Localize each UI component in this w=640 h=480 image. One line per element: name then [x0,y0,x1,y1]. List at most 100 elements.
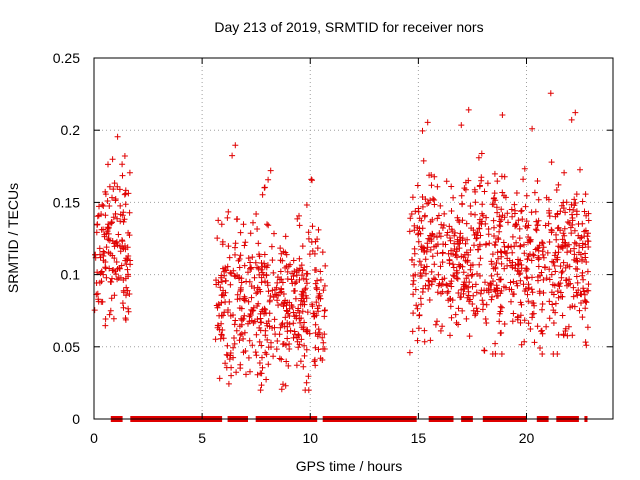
data-point [555,249,562,256]
data-point [314,245,321,252]
data-point [498,329,505,336]
data-point [529,299,536,306]
data-point [241,297,248,304]
data-point [539,306,545,313]
data-point [311,356,318,363]
data-point [552,300,559,307]
data-point [483,301,490,308]
data-point [277,324,284,331]
data-point [573,191,580,198]
data-point [410,291,417,298]
data-point [446,223,453,230]
data-point [579,272,586,279]
data-point [532,208,539,215]
data-point [444,232,450,239]
data-point [510,278,517,285]
data-point [478,174,485,181]
data-point [100,203,107,209]
data-point [278,250,285,257]
data-point [422,282,429,289]
data-point [554,211,561,218]
data-point [517,319,524,326]
data-point [263,264,270,271]
data-point [525,320,532,327]
data-point [450,272,457,279]
data-point [321,346,328,352]
data-point [488,261,495,268]
data-point [121,191,128,198]
data-point [460,290,467,297]
data-point [300,363,307,370]
y-tick-label: 0.1 [61,267,81,283]
data-point [470,227,477,234]
data-point [567,224,574,231]
data-point [247,368,253,375]
data-point [582,241,589,248]
data-point [497,290,504,297]
data-point [524,224,531,231]
data-point [427,337,434,344]
data-point [431,261,438,268]
data-point [430,275,437,282]
data-point [100,248,107,255]
data-point [576,249,582,256]
data-point [285,362,292,369]
data-point [464,259,471,265]
data-point [105,221,112,228]
data-point [220,335,227,342]
data-point [275,302,282,309]
data-point [296,212,302,219]
data-point [118,262,125,269]
data-point [540,244,547,251]
data-point [469,271,476,278]
data-point [258,382,265,389]
data-point [452,229,458,236]
data-point [320,287,327,294]
data-point [274,274,281,281]
data-point [428,182,435,189]
data-point [227,281,234,288]
data-point [108,220,115,227]
data-point [573,273,580,280]
data-point [107,278,114,285]
data-point [447,237,454,244]
data-point [223,351,230,358]
data-point [460,281,467,288]
data-point [485,231,492,238]
data-point [111,292,118,299]
data-point [566,206,573,213]
data-point [290,309,297,316]
data-point [559,312,566,319]
data-point [315,308,322,315]
data-point [511,291,517,298]
data-point [409,194,416,201]
data-point [505,219,511,226]
data-point [259,306,266,313]
data-point [476,183,483,190]
data-point [459,307,466,314]
data-point [529,125,536,132]
data-point [438,290,444,297]
data-point [509,249,516,256]
data-point [267,167,274,174]
data-point [305,235,312,242]
data-point [98,226,105,233]
data-point [287,261,294,268]
data-point [317,268,324,275]
data-point [261,184,268,191]
data-point [422,270,429,277]
data-point [313,286,320,293]
data-point [219,241,226,248]
data-point [582,191,589,198]
data-point [303,202,310,208]
data-point [521,250,528,257]
data-point [561,225,568,232]
data-point [430,195,436,202]
data-point [245,298,252,305]
data-point [584,287,590,294]
data-point [465,106,472,113]
data-point [459,235,466,242]
data-point [234,291,241,298]
data-point [454,214,461,221]
data-point [428,172,435,178]
